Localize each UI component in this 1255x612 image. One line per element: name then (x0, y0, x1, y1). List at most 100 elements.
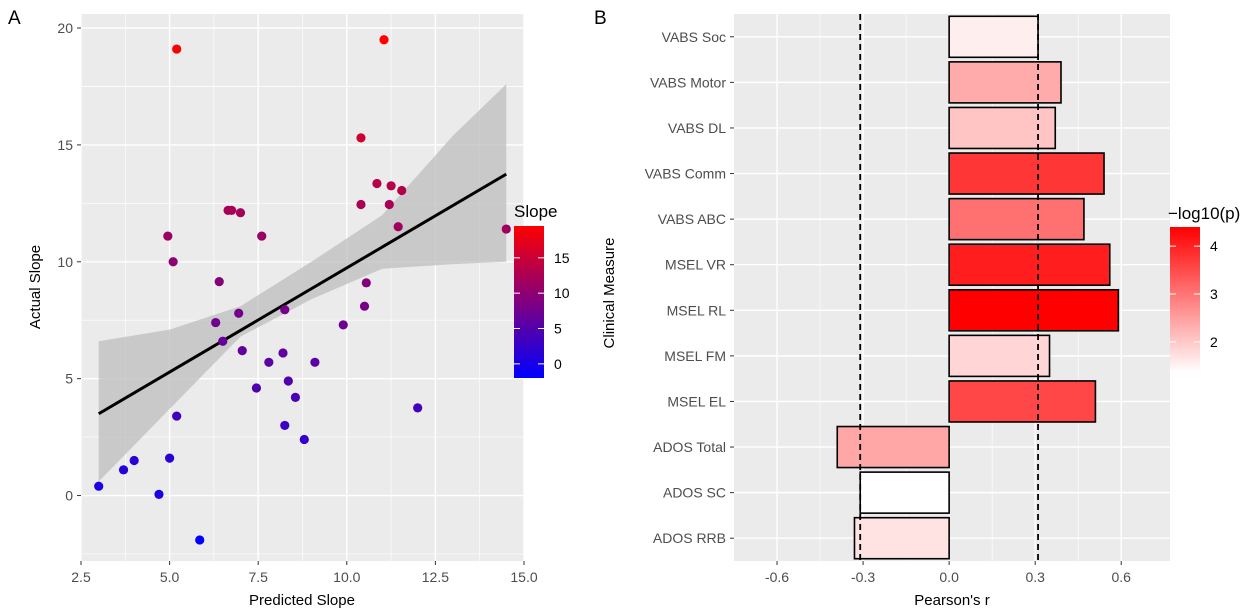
scatter-point (234, 308, 244, 318)
y-tick-label: 20 (57, 20, 73, 36)
scatter-y-axis-title: Actual Slope (27, 245, 44, 329)
scatter-point (386, 181, 396, 191)
slope-legend-tick-label: 15 (554, 250, 570, 266)
correlation-bar (836, 425, 950, 469)
scatter-point (237, 346, 247, 356)
y-tick-label: 0 (65, 488, 73, 504)
slope-color-legend: Slope 0 5 10 15 (514, 202, 570, 378)
pvalue-legend-tick-label: 4 (1210, 238, 1218, 254)
scatter-point (118, 465, 129, 475)
bar-x-axis-title: Pearson's r (914, 592, 989, 609)
correlation-bar (948, 106, 1057, 150)
x-tick-label: 0.6 (1112, 569, 1132, 585)
bar-axis-ticks: -0.6 -0.3 0.0 0.3 0.6 VABS Soc VABS Motor VABS … (645, 29, 1132, 585)
correlation-bar (948, 380, 1097, 423)
pvalue-color-legend: −log10(p) 2 3 4 (1168, 204, 1240, 373)
scatter-point (290, 392, 301, 402)
scatter-point (235, 208, 246, 218)
correlation-bar (948, 15, 1039, 59)
scatter-point (379, 35, 389, 45)
correlation-bar (948, 243, 1111, 287)
scatter-point (195, 535, 205, 545)
x-tick-label: 0.0 (939, 569, 959, 585)
correlation-bar (948, 334, 1051, 378)
scatter-x-axis-title: Predicted Slope (249, 592, 355, 609)
category-label: VABS DL (668, 120, 726, 136)
slope-colorbar (514, 226, 544, 378)
scatter-point (283, 376, 293, 386)
category-label: MSEL FM (664, 348, 726, 364)
scatter-point (413, 403, 423, 413)
slope-legend-title: Slope (514, 202, 557, 221)
x-tick-label: 0.3 (1025, 569, 1045, 585)
scatter-point (356, 199, 366, 210)
y-tick-label: 10 (57, 254, 73, 270)
pvalue-legend-title: −log10(p) (1168, 204, 1240, 223)
scatter-point (356, 133, 366, 143)
x-tick-label: 12.5 (422, 569, 449, 585)
scatter-point (168, 257, 178, 267)
scatter-point (280, 420, 290, 431)
scatter-panel: 2.5 5.0 7.5 10.0 12.5 15.0 0 5 10 15 20 Predicted … (27, 14, 570, 609)
panel-a-letter: A (8, 8, 21, 29)
bar-y-axis-title: Clinical Measure (601, 238, 618, 349)
scatter-point (94, 481, 104, 491)
scatter-points (94, 35, 511, 545)
panel-b-letter: B (594, 8, 607, 29)
bar-plot-background (734, 14, 1170, 561)
scatter-point (211, 317, 221, 328)
scatter-point (397, 185, 407, 196)
correlation-bar (948, 197, 1085, 241)
x-tick-label: 7.5 (248, 569, 268, 585)
scatter-point (278, 348, 288, 358)
scatter-point (501, 224, 511, 234)
y-tick-label: 5 (65, 371, 73, 387)
category-label: VABS Motor (650, 74, 726, 90)
scatter-point (372, 178, 382, 189)
bar-panel: -0.6 -0.3 0.0 0.3 0.6 VABS Soc VABS Motor VABS … (601, 14, 1240, 609)
scatter-point (361, 278, 371, 288)
scatter-point (214, 277, 224, 287)
slope-legend-tick-label: 10 (554, 285, 570, 301)
pvalue-legend-ticks: 2 3 4 (1170, 238, 1218, 350)
scatter-point (393, 222, 403, 232)
category-label: MSEL RL (667, 302, 727, 318)
scatter-point (154, 489, 164, 499)
scatter-point (310, 357, 320, 367)
regression-line (97, 172, 508, 416)
scatter-point (338, 320, 348, 330)
category-label: ADOS SC (663, 485, 726, 501)
pvalue-colorbar (1170, 227, 1200, 373)
pvalue-legend-tick-label: 2 (1210, 334, 1218, 350)
category-label: ADOS Total (653, 439, 726, 455)
correlation-bar (948, 61, 1062, 104)
correlation-bars (836, 15, 1120, 560)
slope-legend-tick-label: 5 (554, 321, 562, 337)
pvalue-legend-tick-label: 3 (1210, 286, 1218, 302)
category-label: MSEL VR (665, 257, 726, 273)
correlation-bar (853, 516, 950, 560)
slope-legend-ticks: 0 5 10 15 (514, 250, 570, 372)
scatter-point (251, 383, 262, 393)
category-label: VABS Soc (662, 29, 726, 45)
category-label: MSEL EL (667, 393, 726, 409)
slope-legend-tick-label: 0 (554, 356, 562, 372)
scatter-point (172, 411, 182, 421)
scatter-axis-ticks: 2.5 5.0 7.5 10.0 12.5 15.0 0 5 10 15 20 (57, 20, 537, 585)
scatter-point (227, 205, 237, 215)
scatter-point (359, 301, 370, 311)
scatter-point (218, 336, 228, 346)
scatter-point (172, 44, 182, 54)
scatter-point (163, 231, 173, 241)
category-label: VABS ABC (658, 211, 726, 227)
scatter-point (257, 231, 267, 241)
scatter-point (299, 434, 309, 445)
correlation-bar (948, 152, 1105, 195)
x-tick-label: 15.0 (510, 569, 537, 585)
y-tick-label: 15 (57, 137, 73, 153)
x-tick-label: 5.0 (160, 569, 180, 585)
category-label: VABS Comm (645, 166, 726, 182)
significance-reference-lines (859, 14, 1039, 561)
scatter-point (384, 199, 394, 210)
x-tick-label: -0.3 (851, 569, 875, 585)
